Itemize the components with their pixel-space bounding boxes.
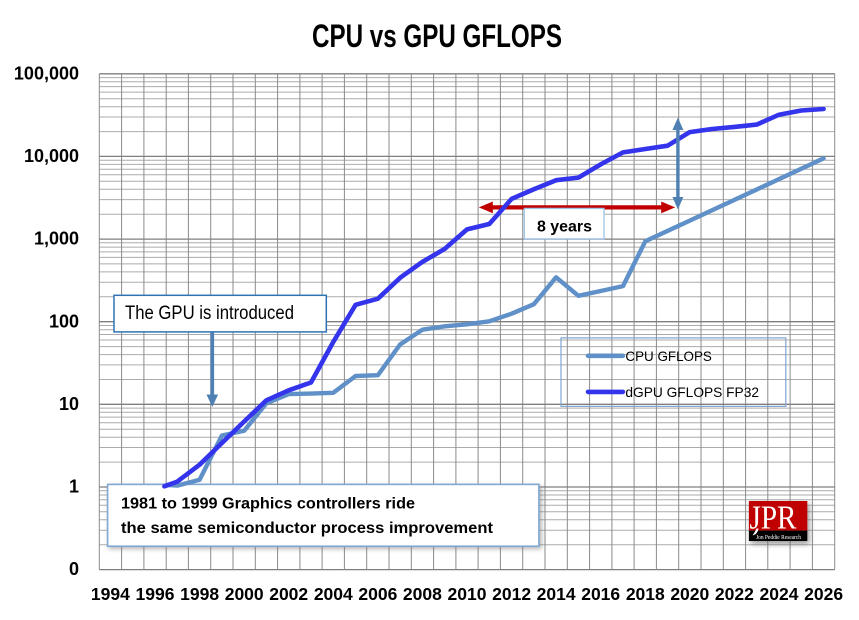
svg-text:0: 0 (69, 559, 79, 579)
svg-text:1981 to 1999 Graphics controll: 1981 to 1999 Graphics controllers ride (121, 496, 415, 513)
svg-text:2024: 2024 (760, 584, 799, 604)
svg-text:8 years: 8 years (537, 219, 592, 236)
svg-text:CPU vs GPU GFLOPS: CPU vs GPU GFLOPS (312, 18, 562, 54)
svg-text:2004: 2004 (314, 584, 353, 604)
svg-text:1: 1 (69, 477, 79, 497)
svg-text:Jon Peddie Research: Jon Peddie Research (756, 534, 802, 541)
svg-text:2016: 2016 (581, 584, 620, 604)
svg-text:2026: 2026 (804, 584, 843, 604)
svg-text:2014: 2014 (537, 584, 576, 604)
svg-text:1,000: 1,000 (34, 229, 79, 249)
svg-text:2006: 2006 (358, 584, 397, 604)
svg-text:2008: 2008 (403, 584, 442, 604)
svg-text:2012: 2012 (492, 584, 531, 604)
svg-text:1994: 1994 (91, 584, 130, 604)
svg-text:The GPU is introduced: The GPU is introduced (125, 303, 294, 324)
svg-text:100,000: 100,000 (14, 63, 79, 83)
svg-text:10: 10 (59, 394, 79, 414)
svg-text:CPU GFLOPS: CPU GFLOPS (625, 348, 712, 364)
svg-text:2000: 2000 (225, 584, 264, 604)
svg-text:the same semiconductor process: the same semiconductor process improveme… (121, 520, 494, 537)
svg-text:2010: 2010 (448, 584, 487, 604)
svg-text:2020: 2020 (670, 584, 709, 604)
svg-text:10,000: 10,000 (24, 146, 79, 166)
svg-text:2002: 2002 (269, 584, 308, 604)
svg-text:2022: 2022 (715, 584, 754, 604)
svg-text:100: 100 (49, 311, 79, 331)
svg-text:dGPU GFLOPS FP32: dGPU GFLOPS FP32 (625, 384, 759, 400)
svg-text:2018: 2018 (626, 584, 665, 604)
svg-text:1998: 1998 (180, 584, 219, 604)
svg-text:1996: 1996 (136, 584, 175, 604)
